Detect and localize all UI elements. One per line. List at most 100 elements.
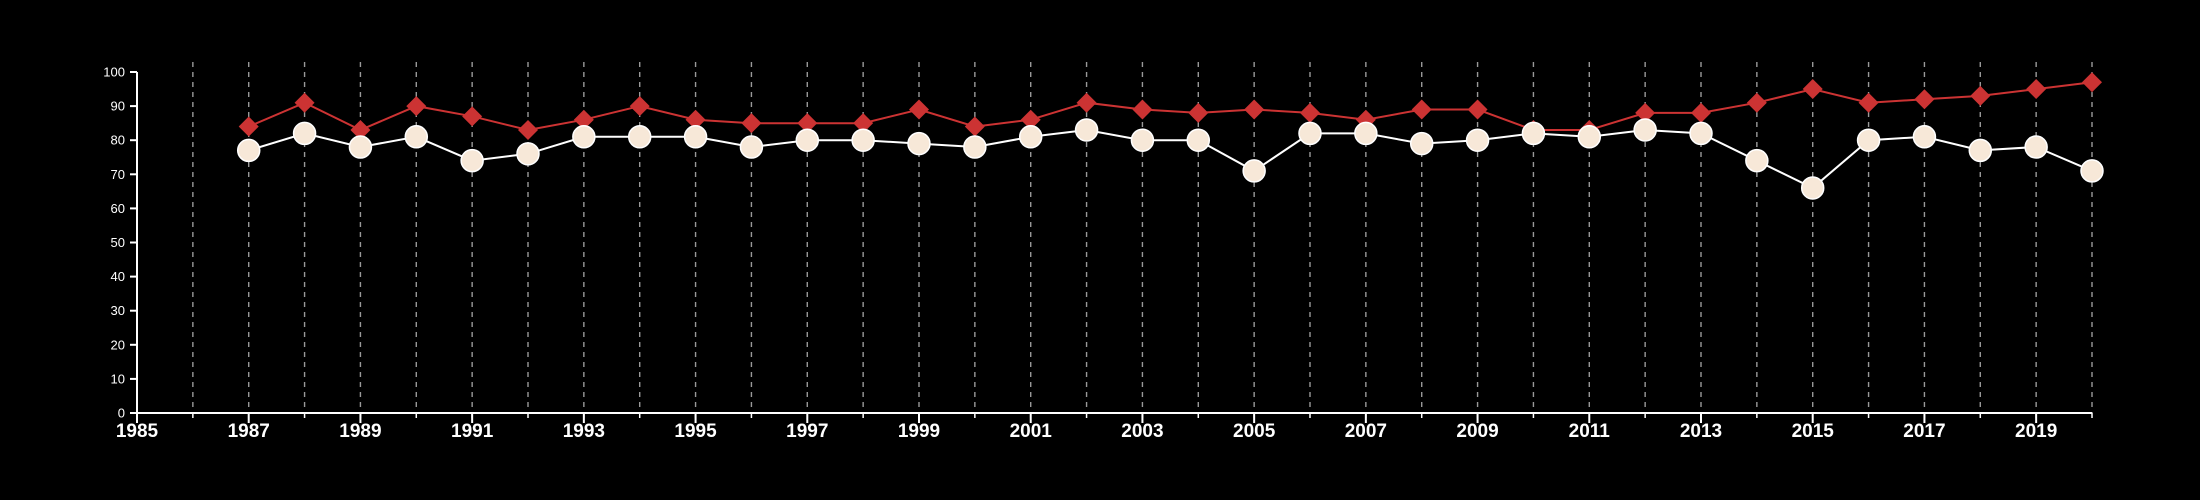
series-2-point [627, 125, 652, 149]
x-tick-label: 1993 [563, 421, 605, 442]
series-2-point [2080, 159, 2104, 183]
series-2-point [460, 148, 484, 173]
x-tick-label: 2015 [1792, 421, 1835, 442]
series-2-point [1354, 121, 1378, 146]
series-1-point [1132, 99, 1153, 120]
series-1-point [518, 119, 538, 140]
x-tick-label: 2019 [2015, 421, 2057, 442]
series-1-point [1076, 92, 1097, 113]
series-2-point [1689, 121, 1713, 146]
x-tick-label: 1999 [898, 421, 940, 442]
y-tick-label: 90 [111, 99, 125, 114]
y-tick-label: 30 [111, 303, 125, 318]
series-1-line [248, 81, 2093, 132]
series-1-point [1300, 102, 1320, 123]
series-1-point [1746, 92, 1767, 113]
series-2-point [1186, 128, 1211, 152]
series-1-point [1411, 99, 1432, 120]
series-2-point [963, 135, 987, 159]
x-tick-label: 2017 [1903, 421, 1945, 442]
series-1-point [797, 113, 818, 134]
x-tick-label: 2011 [1569, 421, 1611, 442]
series-2-point [851, 128, 875, 152]
series-2-line [248, 128, 2093, 190]
series-2-point [1298, 121, 1322, 146]
x-tick-label: 2009 [1456, 421, 1498, 442]
series-1-point [2026, 79, 2047, 100]
series-2-point [2024, 135, 2048, 159]
series-2-point [1577, 125, 1602, 149]
series-1-point [685, 109, 706, 130]
series-1-point [238, 116, 259, 137]
series-2-point [404, 125, 429, 149]
series-2-point [1242, 159, 1266, 183]
x-tick-label: 1995 [674, 421, 717, 442]
series-2-point [739, 135, 764, 159]
series-2-point [1521, 121, 1546, 146]
series-2-point [1800, 176, 1825, 200]
series-1-point [462, 106, 483, 127]
series-2-point [292, 121, 317, 146]
y-tick-label: 70 [111, 167, 125, 182]
x-tick-label: 2003 [1121, 421, 1163, 442]
series-1-point [1691, 102, 1711, 123]
series-1-point [1355, 109, 1376, 130]
x-tick-label: 1991 [451, 421, 494, 442]
x-tick-label: 2013 [1680, 421, 1722, 442]
x-tick-label: 1985 [116, 421, 159, 442]
series-1-point [350, 119, 371, 140]
series-1-point [294, 92, 315, 113]
x-tick-label: 2005 [1233, 421, 1276, 442]
series-1-point [1914, 89, 1935, 110]
data-series [236, 72, 2104, 200]
x-tick-label: 1997 [786, 421, 828, 442]
series-1-point [1802, 79, 1823, 100]
series-2-point [236, 138, 261, 163]
series-2-point [1074, 118, 1099, 142]
y-tick-label: 60 [111, 201, 125, 216]
series-1-point [853, 113, 874, 134]
series-1-point [1970, 85, 1991, 106]
series-1-point [741, 113, 762, 134]
series-2-point [907, 131, 931, 156]
y-tick-label: 100 [103, 65, 125, 80]
series-1-point [964, 116, 985, 137]
series-1-point [2082, 72, 2102, 93]
y-tick-label: 20 [111, 337, 125, 352]
series-2-point [1856, 128, 1881, 152]
series-2-point [1465, 128, 1490, 152]
series-2-point [1968, 138, 1993, 163]
series-2-point [683, 125, 708, 149]
series-1-point [1188, 102, 1209, 123]
series-1-point [1020, 109, 1041, 130]
x-tick-label: 1987 [228, 421, 270, 442]
x-tick-label: 2007 [1345, 421, 1387, 442]
series-1-point [909, 99, 929, 120]
series-1-point [1858, 92, 1879, 113]
series-2-point [1633, 118, 1657, 142]
series-1-point [406, 96, 427, 117]
series-2-point [1409, 131, 1434, 156]
series-2-point [1912, 125, 1937, 149]
series-1-point [1244, 99, 1265, 120]
series-1-point [1635, 102, 1656, 123]
y-tick-label: 40 [111, 269, 125, 284]
x-tick-label: 1989 [339, 421, 381, 442]
series-2-point [795, 128, 820, 152]
y-tick-label: 10 [111, 371, 125, 386]
y-tick-label: 50 [111, 235, 125, 250]
x-tick-label: 2001 [1010, 421, 1053, 442]
series-1-point [629, 96, 650, 117]
series-2-point [1130, 128, 1155, 152]
axes: 0 10 20 30 40 50 60 70 80 90 100 1985 1987 1989 1991 19… [103, 65, 2093, 442]
y-tick-label: 80 [111, 133, 125, 148]
series-2-point [516, 142, 540, 166]
series-2-point [1745, 148, 1769, 173]
y-tick-label: 0 [118, 406, 125, 421]
series-2-point [348, 135, 373, 159]
series-2-point [1018, 125, 1043, 149]
series-1-point [1467, 99, 1488, 120]
series-2-point [572, 125, 596, 149]
